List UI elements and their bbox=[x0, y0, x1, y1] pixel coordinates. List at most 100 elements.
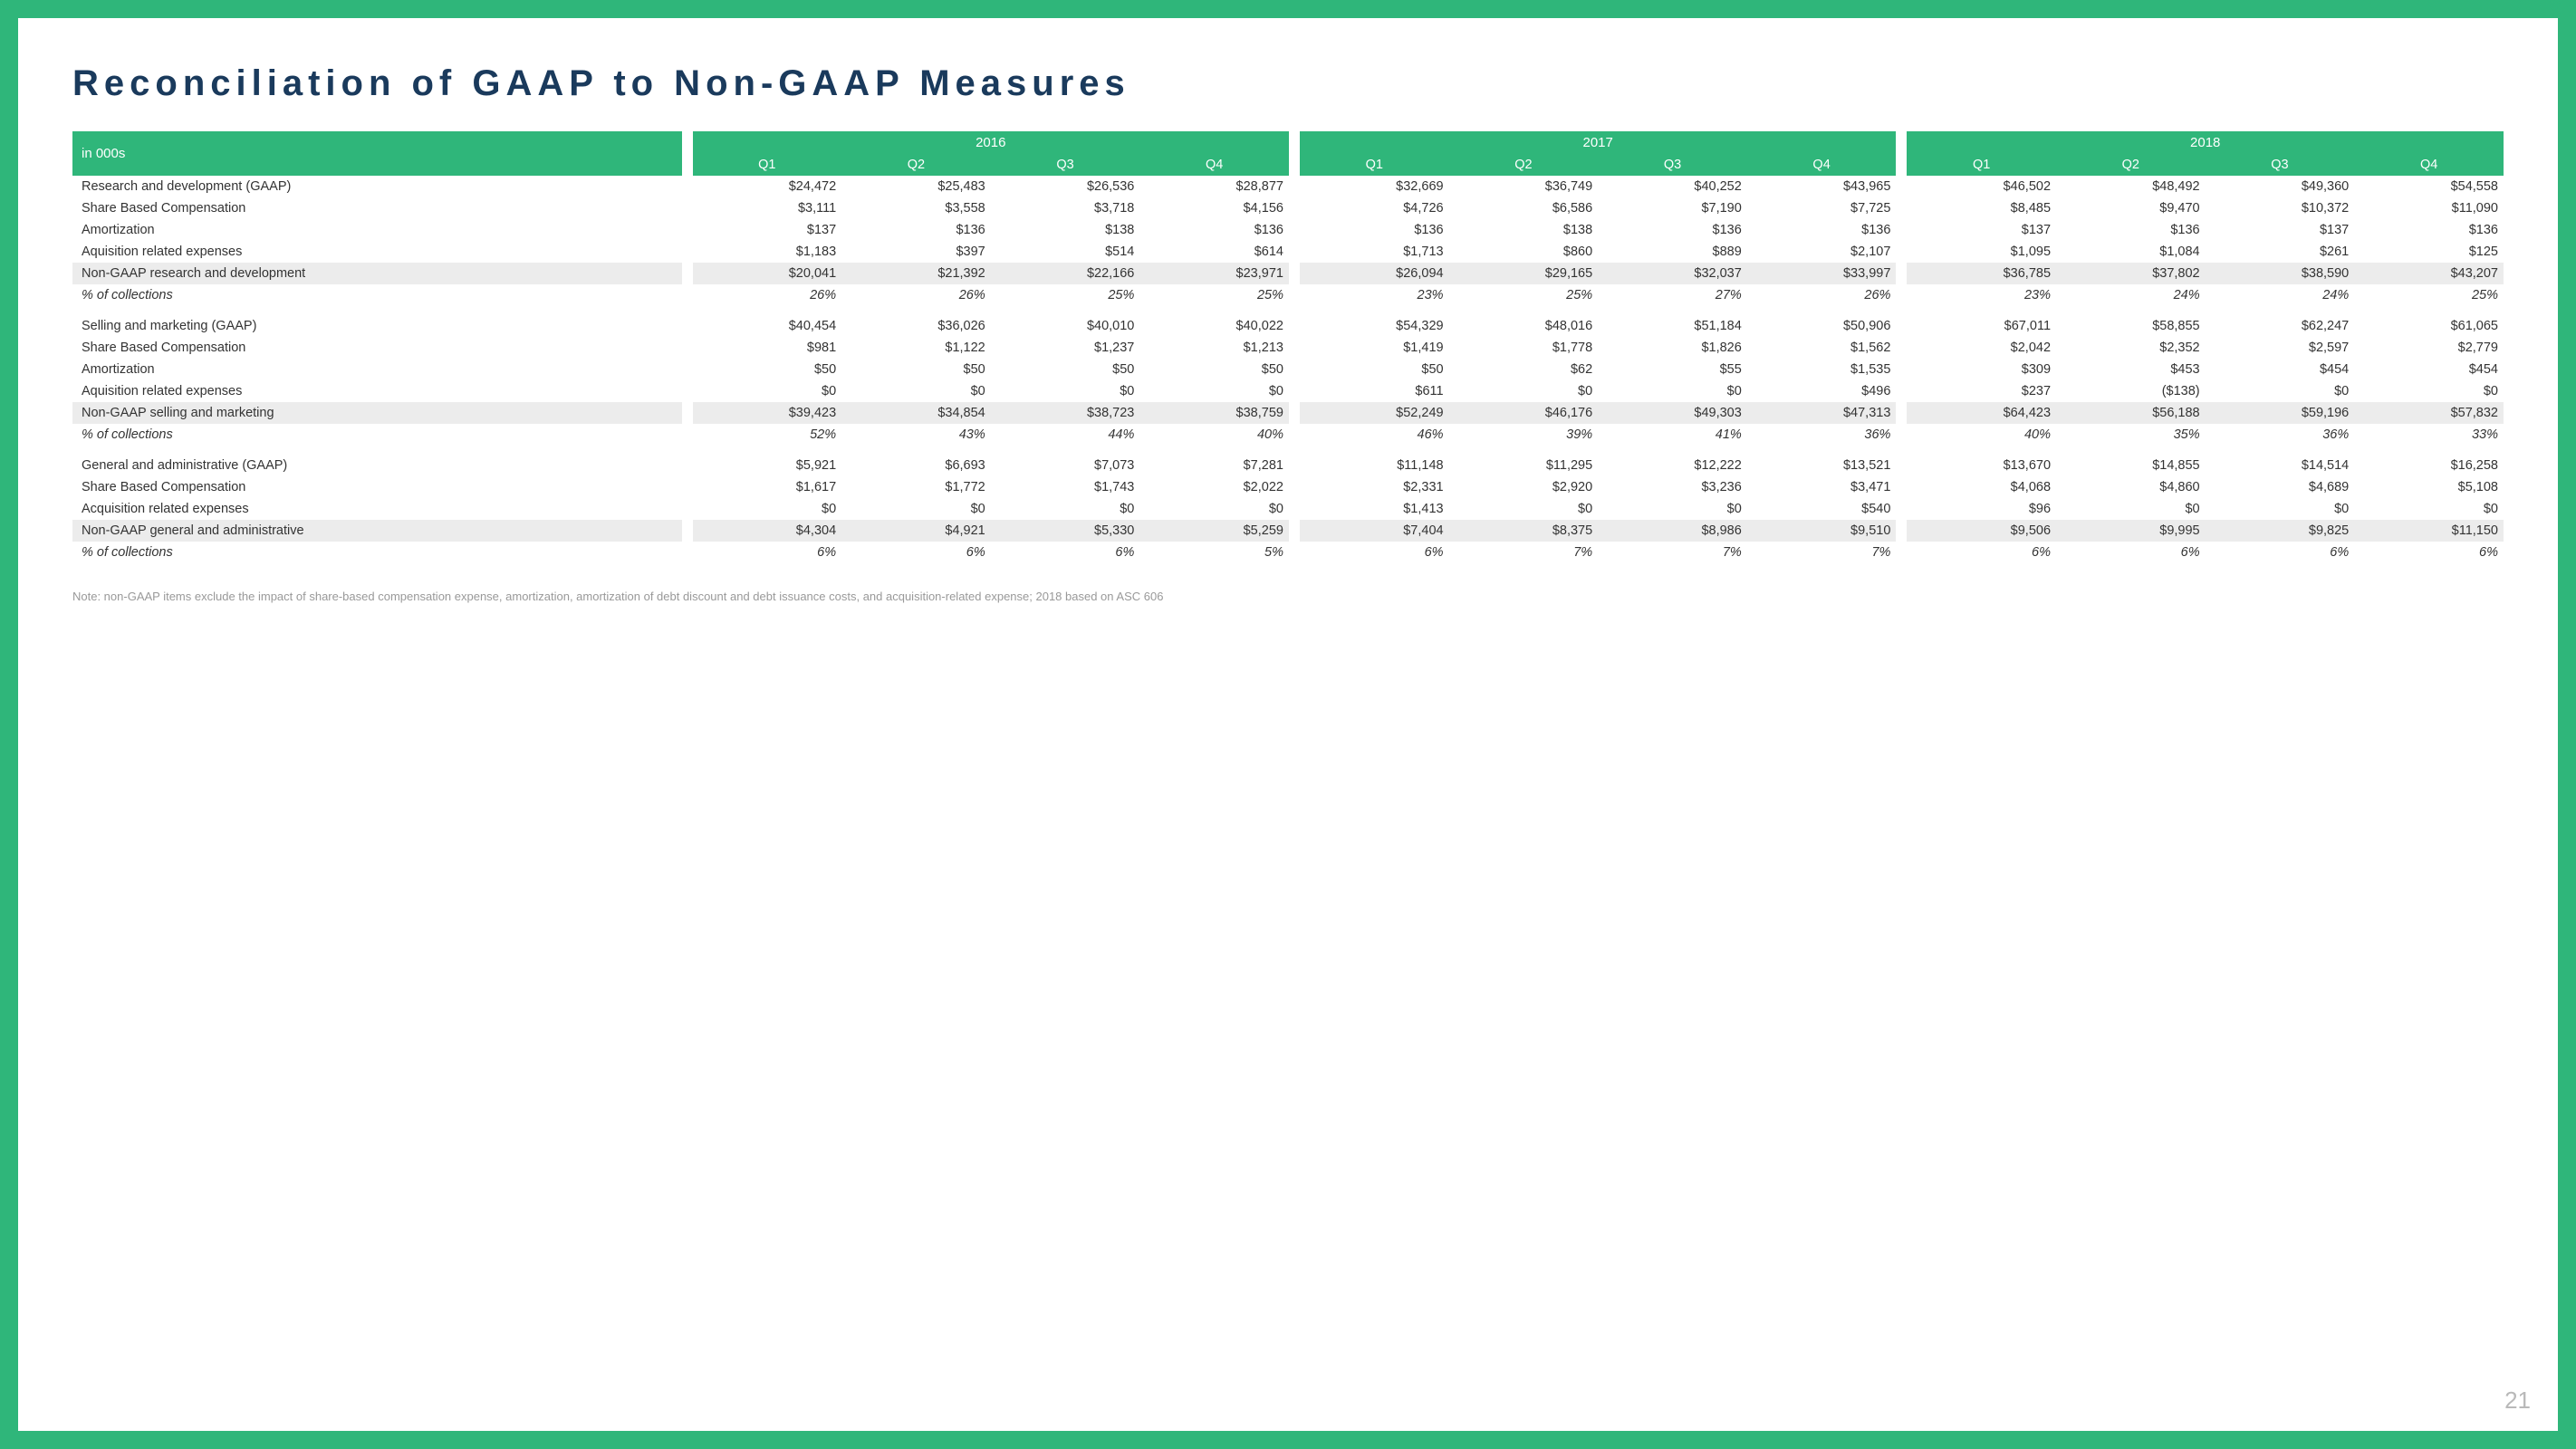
cell-value: $24,472 bbox=[693, 176, 842, 197]
table-row: Non-GAAP research and development$20,041… bbox=[72, 263, 2504, 284]
cell-value: 6% bbox=[841, 542, 991, 563]
cell-value: $14,514 bbox=[2206, 446, 2355, 476]
cell-value: $8,485 bbox=[1907, 197, 2056, 219]
cell-value: 25% bbox=[1449, 284, 1599, 306]
cell-value: $9,506 bbox=[1907, 520, 2056, 542]
cell-value: $2,042 bbox=[1907, 337, 2056, 359]
row-label: Aquisition related expenses bbox=[72, 380, 682, 402]
cell-value: $38,590 bbox=[2206, 263, 2355, 284]
cell-value: 52% bbox=[693, 424, 842, 446]
table-row: Non-GAAP general and administrative$4,30… bbox=[72, 520, 2504, 542]
cell-value: $3,558 bbox=[841, 197, 991, 219]
cell-value: $138 bbox=[991, 219, 1140, 241]
cell-value: $40,252 bbox=[1598, 176, 1747, 197]
row-label: % of collections bbox=[72, 424, 682, 446]
cell-value: $9,995 bbox=[2056, 520, 2206, 542]
table-row: Acquisition related expenses$0$0$0$0$1,4… bbox=[72, 498, 2504, 520]
cell-value: 6% bbox=[2206, 542, 2355, 563]
cell-value: 43% bbox=[841, 424, 991, 446]
cell-value: $26,536 bbox=[991, 176, 1140, 197]
col-gap bbox=[682, 446, 693, 476]
cell-value: $860 bbox=[1449, 241, 1599, 263]
col-gap bbox=[1896, 241, 1907, 263]
q-header: Q3 bbox=[1598, 154, 1747, 176]
cell-value: $40,022 bbox=[1139, 306, 1289, 337]
col-gap bbox=[682, 241, 693, 263]
table-row: Amortization$50$50$50$50$50$62$55$1,535$… bbox=[72, 359, 2504, 380]
cell-value: $13,521 bbox=[1747, 446, 1897, 476]
col-gap bbox=[1896, 359, 1907, 380]
cell-value: $8,986 bbox=[1598, 520, 1747, 542]
cell-value: $52,249 bbox=[1300, 402, 1449, 424]
cell-value: $34,854 bbox=[841, 402, 991, 424]
cell-value: $96 bbox=[1907, 498, 2056, 520]
cell-value: $1,237 bbox=[991, 337, 1140, 359]
cell-value: 5% bbox=[1139, 542, 1289, 563]
cell-value: $36,026 bbox=[841, 306, 991, 337]
cell-value: $2,331 bbox=[1300, 476, 1449, 498]
col-gap bbox=[1289, 446, 1300, 476]
cell-value: $5,330 bbox=[991, 520, 1140, 542]
q-header: Q1 bbox=[1907, 154, 2056, 176]
cell-value: 26% bbox=[1747, 284, 1897, 306]
cell-value: 44% bbox=[991, 424, 1140, 446]
table-row: % of collections52%43%44%40%46%39%41%36%… bbox=[72, 424, 2504, 446]
table-row: Non-GAAP selling and marketing$39,423$34… bbox=[72, 402, 2504, 424]
cell-value: $11,148 bbox=[1300, 446, 1449, 476]
col-gap bbox=[1289, 284, 1300, 306]
cell-value: $0 bbox=[2354, 498, 2504, 520]
cell-value: $58,855 bbox=[2056, 306, 2206, 337]
col-gap bbox=[682, 197, 693, 219]
header-label: in 000s bbox=[72, 131, 682, 176]
table-row: Share Based Compensation$1,617$1,772$1,7… bbox=[72, 476, 2504, 498]
cell-value: $26,094 bbox=[1300, 263, 1449, 284]
col-gap bbox=[682, 176, 693, 197]
cell-value: $25,483 bbox=[841, 176, 991, 197]
col-gap bbox=[1289, 263, 1300, 284]
col-gap bbox=[1896, 131, 1907, 176]
cell-value: $981 bbox=[693, 337, 842, 359]
cell-value: $46,502 bbox=[1907, 176, 2056, 197]
col-gap bbox=[682, 402, 693, 424]
row-label: % of collections bbox=[72, 542, 682, 563]
cell-value: $1,562 bbox=[1747, 337, 1897, 359]
cell-value: $261 bbox=[2206, 241, 2355, 263]
reconciliation-table-container: in 000s 2016 2017 2018 Q1 Q2 Q3 Q4 Q1 Q2… bbox=[72, 131, 2504, 563]
col-gap bbox=[1896, 306, 1907, 337]
cell-value: $125 bbox=[2354, 241, 2504, 263]
cell-value: $2,597 bbox=[2206, 337, 2355, 359]
cell-value: $11,090 bbox=[2354, 197, 2504, 219]
cell-value: $0 bbox=[1139, 380, 1289, 402]
cell-value: $1,826 bbox=[1598, 337, 1747, 359]
cell-value: $1,122 bbox=[841, 337, 991, 359]
cell-value: $611 bbox=[1300, 380, 1449, 402]
col-gap bbox=[1896, 542, 1907, 563]
cell-value: $0 bbox=[1598, 498, 1747, 520]
cell-value: $0 bbox=[2056, 498, 2206, 520]
cell-value: $1,419 bbox=[1300, 337, 1449, 359]
cell-value: $889 bbox=[1598, 241, 1747, 263]
col-gap bbox=[1289, 424, 1300, 446]
cell-value: $7,190 bbox=[1598, 197, 1747, 219]
cell-value: $33,997 bbox=[1747, 263, 1897, 284]
cell-value: $48,492 bbox=[2056, 176, 2206, 197]
q-header: Q1 bbox=[1300, 154, 1449, 176]
cell-value: $62 bbox=[1449, 359, 1599, 380]
cell-value: $4,726 bbox=[1300, 197, 1449, 219]
col-gap bbox=[682, 520, 693, 542]
cell-value: 27% bbox=[1598, 284, 1747, 306]
row-label: Amortization bbox=[72, 359, 682, 380]
cell-value: 35% bbox=[2056, 424, 2206, 446]
table-row: General and administrative (GAAP)$5,921$… bbox=[72, 446, 2504, 476]
col-gap bbox=[682, 131, 693, 176]
row-label: Share Based Compensation bbox=[72, 337, 682, 359]
col-gap bbox=[1289, 176, 1300, 197]
table-row: % of collections6%6%6%5%6%7%7%7%6%6%6%6% bbox=[72, 542, 2504, 563]
cell-value: $136 bbox=[1598, 219, 1747, 241]
q-header: Q3 bbox=[2206, 154, 2355, 176]
table-row: Amortization$137$136$138$136$136$138$136… bbox=[72, 219, 2504, 241]
row-label: Non-GAAP general and administrative bbox=[72, 520, 682, 542]
year-2016: 2016 bbox=[693, 131, 1289, 154]
cell-value: $59,196 bbox=[2206, 402, 2355, 424]
cell-value: $40,010 bbox=[991, 306, 1140, 337]
